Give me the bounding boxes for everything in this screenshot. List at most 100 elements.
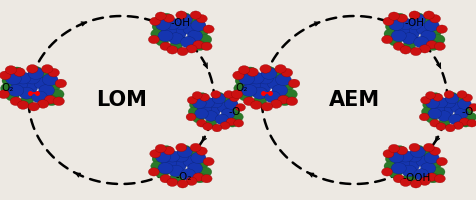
Ellipse shape: [193, 41, 206, 50]
Ellipse shape: [165, 18, 180, 30]
Ellipse shape: [229, 94, 239, 102]
Ellipse shape: [383, 150, 394, 158]
Ellipse shape: [250, 101, 262, 109]
Ellipse shape: [152, 22, 165, 31]
Ellipse shape: [188, 30, 202, 42]
Ellipse shape: [27, 65, 38, 73]
Ellipse shape: [167, 178, 178, 186]
Ellipse shape: [389, 169, 402, 178]
Ellipse shape: [10, 67, 24, 77]
Ellipse shape: [276, 74, 291, 86]
Ellipse shape: [421, 107, 433, 116]
Ellipse shape: [151, 161, 164, 171]
Ellipse shape: [193, 173, 206, 183]
Ellipse shape: [409, 11, 420, 19]
Ellipse shape: [188, 96, 197, 104]
Ellipse shape: [241, 85, 257, 96]
Ellipse shape: [156, 169, 169, 178]
Ellipse shape: [196, 147, 208, 155]
Ellipse shape: [195, 159, 208, 169]
Ellipse shape: [428, 108, 442, 119]
Ellipse shape: [233, 71, 244, 80]
Ellipse shape: [234, 119, 244, 127]
Ellipse shape: [411, 145, 425, 155]
Ellipse shape: [401, 33, 416, 44]
Ellipse shape: [19, 87, 34, 99]
Ellipse shape: [180, 36, 196, 48]
Ellipse shape: [435, 42, 446, 50]
Ellipse shape: [238, 66, 250, 74]
Ellipse shape: [284, 89, 298, 99]
Ellipse shape: [460, 118, 472, 127]
Ellipse shape: [410, 146, 426, 158]
Ellipse shape: [213, 92, 225, 101]
Ellipse shape: [403, 174, 416, 184]
Ellipse shape: [6, 73, 21, 85]
Ellipse shape: [183, 23, 198, 35]
Ellipse shape: [156, 36, 169, 46]
Ellipse shape: [446, 93, 459, 104]
Ellipse shape: [152, 154, 165, 164]
Ellipse shape: [190, 11, 201, 19]
Ellipse shape: [426, 173, 437, 181]
Ellipse shape: [163, 14, 174, 22]
Ellipse shape: [389, 36, 402, 46]
Text: O₂: O₂: [2, 83, 14, 93]
Ellipse shape: [171, 160, 186, 172]
Ellipse shape: [2, 76, 16, 86]
Ellipse shape: [167, 46, 178, 54]
Ellipse shape: [424, 152, 439, 164]
Ellipse shape: [393, 146, 407, 156]
Text: -OH: -OH: [171, 18, 191, 28]
Ellipse shape: [421, 96, 430, 104]
Text: O₂: O₂: [235, 83, 248, 93]
Ellipse shape: [434, 97, 448, 108]
Ellipse shape: [275, 65, 286, 73]
Ellipse shape: [409, 143, 420, 152]
Ellipse shape: [421, 163, 436, 174]
Ellipse shape: [261, 102, 273, 111]
Ellipse shape: [193, 41, 204, 49]
Ellipse shape: [189, 100, 201, 110]
Ellipse shape: [440, 106, 453, 117]
Ellipse shape: [430, 119, 440, 127]
Ellipse shape: [174, 18, 189, 30]
Ellipse shape: [428, 27, 442, 37]
Ellipse shape: [407, 151, 422, 162]
Ellipse shape: [397, 146, 407, 155]
Ellipse shape: [204, 111, 218, 121]
Ellipse shape: [31, 91, 47, 103]
Ellipse shape: [169, 174, 182, 184]
Ellipse shape: [14, 68, 25, 76]
Ellipse shape: [193, 98, 206, 109]
Ellipse shape: [258, 72, 273, 84]
Ellipse shape: [391, 163, 407, 174]
Ellipse shape: [28, 68, 44, 79]
Ellipse shape: [6, 91, 19, 101]
Ellipse shape: [423, 100, 435, 110]
Ellipse shape: [215, 114, 229, 125]
Ellipse shape: [286, 97, 298, 106]
Ellipse shape: [243, 67, 257, 77]
Ellipse shape: [222, 95, 234, 104]
Ellipse shape: [42, 74, 58, 86]
Ellipse shape: [186, 113, 196, 121]
Ellipse shape: [231, 112, 243, 122]
Ellipse shape: [235, 76, 249, 86]
Ellipse shape: [150, 17, 161, 25]
Ellipse shape: [384, 161, 397, 171]
Ellipse shape: [149, 168, 159, 176]
Ellipse shape: [201, 175, 212, 183]
Ellipse shape: [0, 71, 11, 80]
Ellipse shape: [11, 79, 27, 91]
Ellipse shape: [403, 41, 416, 51]
Ellipse shape: [426, 173, 439, 183]
Text: -OH: -OH: [404, 18, 424, 28]
Ellipse shape: [404, 28, 419, 40]
Ellipse shape: [422, 15, 435, 25]
Ellipse shape: [419, 45, 430, 53]
Ellipse shape: [428, 159, 442, 169]
Ellipse shape: [424, 11, 435, 19]
Ellipse shape: [191, 152, 206, 164]
Ellipse shape: [391, 30, 407, 42]
